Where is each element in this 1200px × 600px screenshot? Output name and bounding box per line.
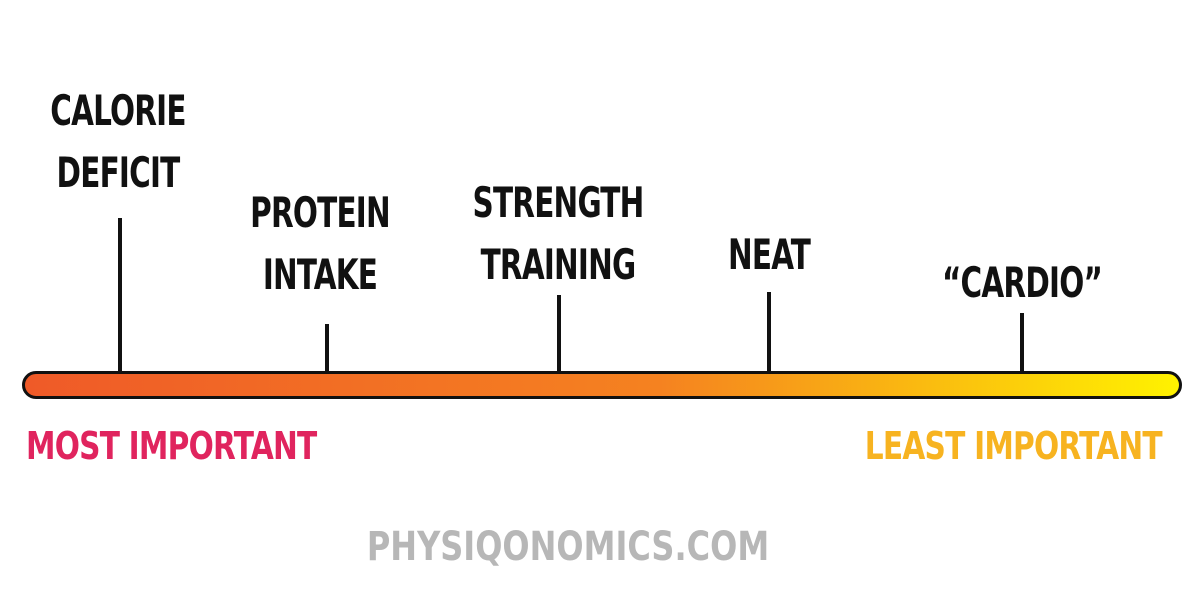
item-label-calorie-deficit: CALORIE DEFICIT	[31, 80, 205, 204]
tick-protein-intake	[325, 324, 329, 372]
tick-calorie-deficit	[118, 218, 122, 372]
item-line: STRENGTH	[472, 178, 645, 227]
item-line: DEFICIT	[56, 148, 181, 197]
tick-neat	[767, 292, 771, 372]
item-line: CALORIE	[50, 86, 186, 135]
least-important-label: LEAST IMPORTANT	[864, 424, 1163, 468]
item-line: INTAKE	[262, 250, 378, 299]
item-label-protein-intake: PROTEIN INTAKE	[230, 182, 409, 306]
website-footer: PHYSIQONOMICS.COM	[366, 524, 770, 570]
most-important-label: MOST IMPORTANT	[26, 424, 317, 468]
tick-cardio	[1020, 313, 1024, 372]
item-line: TRAINING	[480, 240, 637, 289]
tick-strength-training	[557, 295, 561, 372]
importance-gradient-bar	[22, 371, 1182, 399]
item-label-cardio: “CARDIO”	[919, 252, 1124, 314]
item-line: “CARDIO”	[941, 258, 1103, 307]
item-line: PROTEIN	[250, 188, 391, 237]
item-label-strength-training: STRENGTH TRAINING	[448, 172, 667, 296]
item-label-neat: NEAT	[716, 224, 821, 286]
item-line: NEAT	[727, 230, 811, 279]
